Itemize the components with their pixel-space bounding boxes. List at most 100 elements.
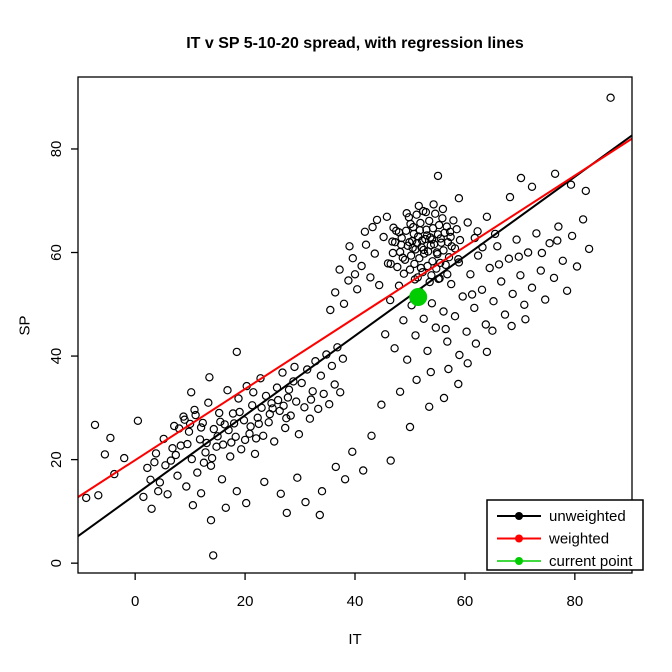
scatter-point [190,405,199,415]
scatter-point [382,212,392,221]
scatter-point [339,299,349,308]
y-tick-label: 20 [48,451,65,468]
scatter-point [206,516,216,525]
scatter-point [188,501,198,510]
scatter-point [284,385,294,394]
scatter-point [207,453,217,463]
scatter-point [235,407,244,417]
scatter-point [398,253,407,262]
scatter-point [331,288,340,297]
scatter-point [541,295,550,304]
scatter-point [527,182,537,191]
scatter-point [232,487,241,496]
scatter-point [283,393,293,402]
scatter-point [366,273,375,282]
scatter-point [431,209,440,218]
scatter-point [254,419,263,429]
scatter-point [357,261,366,271]
scatter-point [375,280,384,290]
scatter-point [228,409,238,418]
scatter-point [176,441,185,450]
regression-line-weighted [77,137,633,498]
scatter-point [171,450,180,460]
scatter-point [139,492,148,502]
scatter-point [260,477,269,487]
x-tick-label: 40 [347,593,364,610]
scatter-point [292,397,301,406]
scatter-point [221,503,230,512]
x-tick-label: 0 [131,593,139,610]
scatter-point [482,212,492,221]
scatter-point [399,316,408,325]
scatter-point [545,238,554,248]
scatter-point [338,354,348,363]
scatter-point [422,231,432,240]
scatter-point [400,255,410,264]
scatter-point [572,262,582,271]
scatter-point [206,461,216,470]
scatter-point [402,208,411,218]
scatter-point [470,303,479,313]
scatter-point [505,192,515,202]
scatter-point [368,222,377,232]
scatter-point [514,252,524,261]
y-axis-title: SP [16,315,34,336]
x-tick-label: 20 [237,593,254,610]
scatter-point [359,466,368,475]
scatter-point [490,229,500,239]
scatter-point [214,408,224,418]
scatter-point [399,269,409,278]
scatter-point [421,207,431,217]
scatter-point [466,270,475,279]
scatter-point [401,226,411,235]
scatter-point [250,449,260,459]
scatter-point [512,235,521,244]
scatter-point [367,431,376,440]
scatter-point [163,490,172,499]
scatter-point [305,414,315,423]
scatter-point [566,180,576,189]
scatter-point [350,270,360,279]
scatter-point [443,270,452,279]
scatter-point [204,398,213,407]
scatter-point [223,386,232,395]
scatter-point [213,432,222,441]
scatter-point [409,229,418,239]
scatter-point [191,410,200,420]
scatter-point [438,214,447,223]
scatter-point [217,475,227,484]
scatter-point [195,435,205,444]
scatter-point [449,216,458,225]
scatter-point [436,234,445,243]
scatter-point [439,307,448,316]
scatter-point [184,427,194,436]
scatter-point [317,487,327,496]
scatter-point [94,491,103,500]
scatter-point [377,400,386,409]
scatter-point [443,337,452,346]
scatter-point [273,395,283,405]
scatter-point [427,235,437,244]
scatter-point [471,339,481,348]
scatter-point [333,343,342,352]
scatter-point [416,218,425,228]
scatter-point [281,423,290,433]
scatter-point [455,235,465,245]
scatter-point [462,327,471,336]
scatter-point [173,471,182,480]
scatter-point [182,482,191,491]
scatter-point [286,411,295,420]
scatter-point [229,419,239,428]
scatter-point [196,489,206,498]
scatter-point [209,424,218,434]
scatter-point [166,456,176,465]
scatter-point [282,508,291,518]
scatter-point [504,254,514,263]
scatter-point [494,260,504,269]
scatter-point [279,401,288,410]
scatter-point [553,236,562,245]
scatter-point [161,461,170,470]
scatter-point [225,452,235,461]
scatter-point [523,248,533,257]
scatter-point [520,300,529,309]
